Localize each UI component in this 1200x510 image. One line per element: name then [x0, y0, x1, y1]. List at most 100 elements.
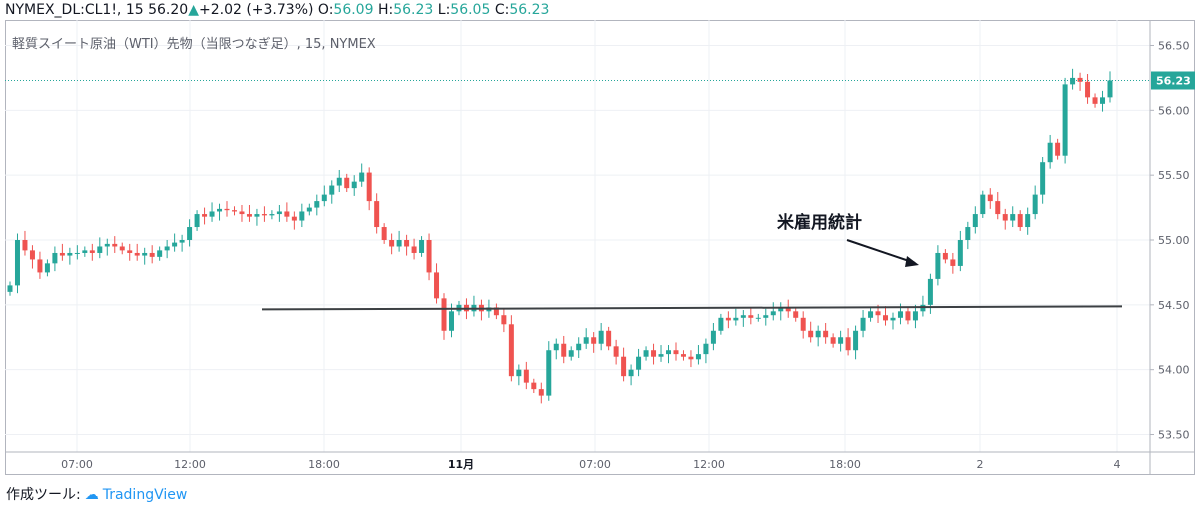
candle-body	[336, 177, 342, 186]
candle-body	[673, 350, 679, 355]
footer-brand[interactable]: TradingView	[102, 487, 188, 503]
x-tick-label: 11月	[448, 458, 474, 471]
candle-body	[905, 311, 911, 321]
tradingview-logo-icon[interactable]: ☁	[84, 487, 99, 503]
candle-body	[538, 389, 544, 396]
x-tick-label: 07:00	[579, 458, 611, 471]
candle-body	[7, 285, 13, 292]
candle-body	[231, 210, 237, 212]
horizontal-support-line	[261, 305, 1123, 311]
candle-body	[695, 354, 701, 360]
open-value: 56.09	[333, 2, 374, 18]
symbol-name[interactable]: NYMEX_DL:CL1!, 15	[5, 2, 144, 18]
low-value: 56.05	[450, 2, 491, 18]
candle-body	[501, 315, 507, 325]
candle-body	[606, 330, 612, 347]
candle-body	[299, 211, 305, 221]
candle-body	[104, 243, 110, 247]
y-tick-label: 53.50	[1158, 429, 1190, 442]
candle-body	[643, 350, 649, 357]
candle-body	[815, 330, 821, 338]
candle-body	[935, 252, 941, 279]
candle-body	[22, 240, 28, 251]
candle-body	[441, 298, 447, 331]
candle-body	[164, 246, 170, 251]
candle-body	[493, 307, 499, 316]
annotation-label: 米雇用統計	[777, 212, 862, 233]
candle-body	[628, 369, 634, 377]
candle-body	[119, 246, 125, 251]
candle-body	[142, 252, 148, 256]
candle-body	[688, 356, 694, 360]
candle-body	[942, 252, 948, 260]
x-tick-label: 18:00	[829, 458, 861, 471]
up-arrow-icon: ▲	[188, 2, 199, 18]
candle-body	[127, 250, 133, 253]
candle-body	[59, 252, 65, 256]
candle-body	[508, 324, 514, 377]
low-label: L:	[437, 2, 451, 18]
symbol-header: NYMEX_DL:CL1!, 15 56.20▲+2.02 (+3.73%) O…	[5, 0, 549, 20]
chart-frame	[5, 20, 1195, 475]
candle-body	[770, 311, 776, 316]
candle-body	[1077, 77, 1083, 82]
last-price-label: 56.23	[1156, 74, 1191, 87]
candle-body	[950, 259, 956, 266]
candle-body	[344, 177, 350, 189]
candle-body	[823, 330, 829, 338]
x-tick-label: 12:00	[174, 458, 206, 471]
candle-body	[972, 214, 978, 228]
candle-body	[1070, 77, 1076, 85]
candle-body	[980, 194, 986, 215]
candle-body	[1100, 97, 1106, 104]
candle-body	[194, 214, 200, 228]
candle-body	[374, 201, 380, 228]
candle-body	[740, 315, 746, 318]
y-tick-label: 55.50	[1158, 169, 1190, 182]
candle-body	[927, 278, 933, 305]
candle-body	[134, 252, 140, 256]
candle-body	[1002, 214, 1008, 221]
candle-body	[591, 337, 597, 344]
candle-body	[74, 252, 80, 254]
high-value: 56.23	[393, 2, 434, 18]
candle-body	[217, 208, 223, 212]
close-label: C:	[494, 2, 510, 18]
candle-body	[419, 240, 425, 253]
candle-body	[987, 194, 993, 202]
candle-body	[957, 240, 963, 266]
candle-body	[112, 243, 118, 247]
close-value: 56.23	[509, 2, 550, 18]
candle-body	[89, 250, 95, 253]
candle-body	[778, 307, 784, 312]
candle-body	[149, 252, 155, 257]
candle-body	[1025, 214, 1031, 228]
chart-title: 軽質スイート原油（WTI）先物（当限つなぎ足）, 15, NYMEX	[12, 37, 376, 52]
candle-body	[838, 337, 844, 344]
x-tick-label: 4	[1114, 458, 1121, 471]
candle-body	[1062, 84, 1068, 156]
candle-body	[37, 259, 43, 273]
candle-body	[239, 211, 245, 215]
footer: 作成ツール: ☁ TradingView	[6, 484, 187, 504]
candle-body	[1092, 97, 1098, 104]
candle-body	[531, 382, 537, 390]
candle-body	[613, 346, 619, 357]
last-price-badge	[1151, 71, 1195, 90]
candle-body	[703, 343, 709, 355]
candle-body	[314, 201, 320, 208]
candle-body	[209, 211, 215, 217]
candle-body	[67, 252, 73, 256]
candle-body	[883, 315, 889, 321]
y-tick-label: 56.50	[1158, 39, 1190, 52]
candle-body	[1017, 214, 1023, 228]
candle-body	[912, 311, 918, 321]
candle-body	[845, 337, 851, 351]
candle-body	[254, 214, 260, 217]
candle-body	[1047, 142, 1053, 163]
candle-body	[853, 330, 859, 351]
candle-body	[523, 369, 529, 383]
candlestick-chart[interactable]: 56.50 56.00 55.50 55.00 54.50 54.00 53.50 07:00…	[5, 20, 1195, 475]
candle-body	[351, 181, 357, 189]
candle-body	[800, 317, 806, 331]
